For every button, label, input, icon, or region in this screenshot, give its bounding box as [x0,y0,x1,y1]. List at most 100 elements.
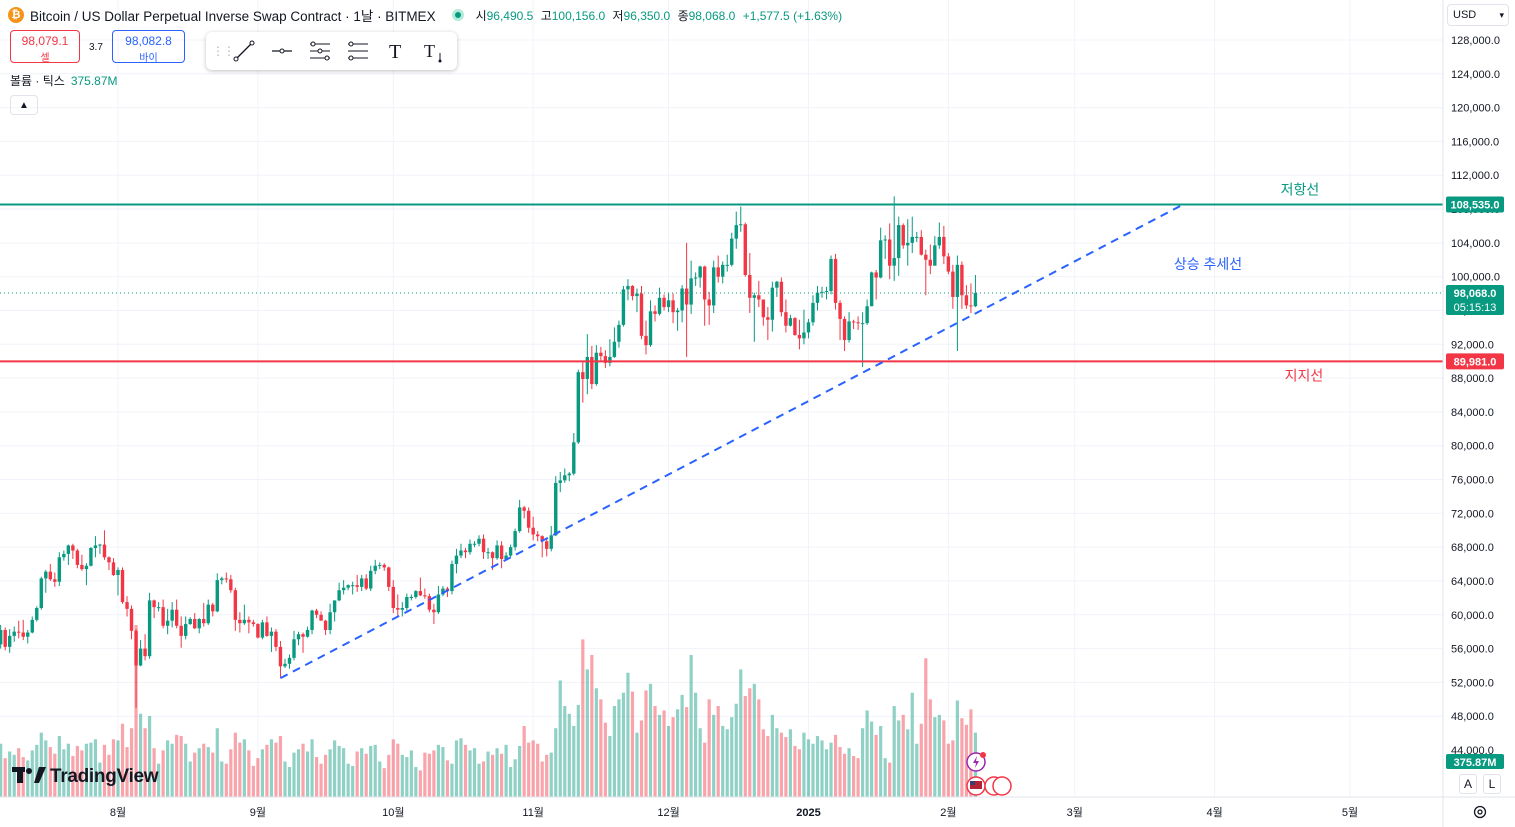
candle-body [30,619,34,633]
candle-body [761,299,766,318]
volume-bar [459,738,463,797]
candle-body [630,285,635,297]
volume-bar [644,690,648,797]
time-tick-label: 12월 [657,806,679,819]
parallel-channel-icon[interactable] [304,35,336,67]
volume-bar [671,717,675,797]
candle-body [887,239,892,266]
change-value: +1,577.5 (+1.63%) [742,8,843,23]
volume-bar [703,742,707,797]
sell-price: 98,079.1 [21,34,69,48]
tradingview-logo-text: TradingView [50,766,159,787]
candle-body [621,289,626,325]
candle-body [581,372,585,379]
volume-bar [468,750,472,797]
last-price-tag-label: 98,068.0 [1454,288,1497,300]
last-price-tag [1446,284,1504,315]
candle-body [44,571,48,579]
candle-body [143,648,147,657]
trend-line-icon[interactable] [228,35,260,67]
volume-bar [102,744,107,797]
settings-gear-icon[interactable] [1472,804,1488,820]
tradingview-logo-icon [12,766,46,788]
time-tick-label: 3월 [1067,806,1083,819]
volume-bar [675,709,680,797]
candle-body [396,608,400,610]
volume-bar [197,748,201,797]
tradingview-logo[interactable]: TradingView [12,766,159,788]
candle-body [951,271,955,297]
volume-bar [274,742,278,797]
volume-bar [937,714,941,797]
candle-body [716,267,720,277]
volume-bar [396,743,400,797]
candle-body [594,352,599,385]
volume-bar [188,761,192,797]
candle-body [251,622,256,625]
candle-body [955,264,960,297]
candle-body [314,610,319,615]
open-label: 시 [475,8,487,23]
collapse-legend-button[interactable]: ▲ [10,95,38,115]
anchored-text-icon[interactable]: T [418,35,450,67]
support-label: 지지선 [1285,367,1324,383]
volume-bar [585,669,589,797]
candle-body [590,356,594,385]
volume-legend[interactable]: 볼륨 · 틱스 375.87M [10,72,118,89]
currency-select[interactable]: USD ▾ [1447,4,1509,26]
open-value: 96,490.5 [486,8,534,23]
auto-scale-button[interactable]: A [1459,774,1477,794]
candle-body [657,297,662,314]
volume-bar [301,743,305,797]
volume-bar [540,761,544,797]
candle-body [138,648,143,666]
candle-body [635,293,639,297]
candle-body [179,625,183,636]
candle-body [346,585,350,588]
volume-bar [89,742,93,797]
buy-button[interactable]: 98,082.8 바이 [112,30,185,64]
volume-bar [522,725,526,797]
buy-label: 바이 [139,53,158,64]
volume-bar [928,699,932,797]
text-icon[interactable]: T [380,35,412,67]
volume-bar [166,740,170,797]
price-tick-label: 128,000.0 [1451,35,1500,47]
us-economic-event-icon-3[interactable] [992,776,1012,796]
sell-button[interactable]: 98,079.1 셀 [10,30,80,64]
candle-body [432,609,436,613]
event-markers[interactable] [964,750,1014,798]
volume-bar [161,750,165,797]
candle-body [784,312,788,326]
candle-body [120,569,125,603]
volume-bar [752,683,756,797]
candle-body [247,619,251,623]
log-scale-button[interactable]: L [1483,774,1501,794]
drag-handle-icon[interactable]: ⋮⋮ [212,44,235,58]
candle-body [134,630,138,666]
volume-bar [53,753,57,797]
candle-body [522,507,526,511]
candle-body [147,600,152,657]
market-status-icon[interactable] [451,9,464,21]
volume-bar [757,699,761,797]
volume-bar [111,739,116,797]
volume-bar [933,717,937,797]
volume-bar [107,754,111,797]
fib-retracement-icon[interactable] [342,35,374,67]
candle-body [847,321,851,341]
candle-body [517,507,522,532]
horizontal-ray-icon[interactable] [266,35,298,67]
price-tick-label: 92,000.0 [1451,339,1494,351]
candle-body [332,600,337,613]
candle-body [93,545,98,548]
candle-body [477,538,481,544]
volume-bar [342,748,346,797]
candle-body [66,545,71,554]
volume-bar [21,757,25,797]
symbol-title[interactable]: Bitcoin / US Dollar Perpetual Inverse Sw… [30,9,436,24]
volume-bar [775,728,779,797]
candle-body [102,544,107,558]
candle-body [639,293,644,336]
